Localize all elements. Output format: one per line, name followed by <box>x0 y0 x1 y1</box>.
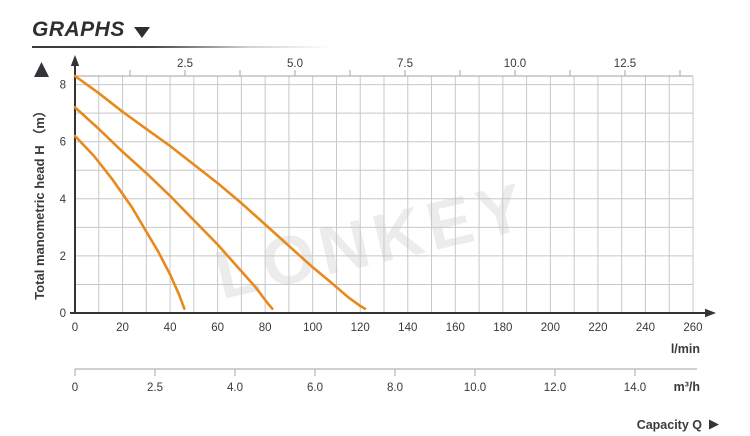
y-tick-label: 0 <box>60 308 66 320</box>
lmin-tick-label: 20 <box>116 322 129 334</box>
lmin-tick-label: 0 <box>72 322 78 334</box>
page-title: GRAPHS <box>32 18 125 41</box>
m3h-tick-label: 8.0 <box>387 382 403 394</box>
m3h-unit-label: m³/h <box>674 380 700 394</box>
y-axis-title: Total manometric head H （m） <box>32 104 47 300</box>
pump-curve-large <box>73 74 367 311</box>
capacity-arrow-icon <box>709 419 719 430</box>
lmin-tick-label: 260 <box>683 322 702 334</box>
grid <box>75 76 694 313</box>
lmin-tick-label: 140 <box>398 322 417 334</box>
lmin-tick-label: 160 <box>446 322 465 334</box>
lmin-tick-label: 120 <box>351 322 370 334</box>
watermark-text: LONKEY <box>208 168 536 314</box>
top-scale-tick-label: 12.5 <box>614 58 636 70</box>
lmin-unit-label: l/min <box>671 342 700 356</box>
y-tick-label: 6 <box>60 137 66 149</box>
top-scale-tick-label: 10.0 <box>504 58 526 70</box>
lmin-tick-label: 180 <box>493 322 512 334</box>
graphs-header: GRAPHS <box>32 18 362 48</box>
header-underline <box>32 46 332 48</box>
lmin-tick-label: 220 <box>588 322 607 334</box>
pump-curve-medium <box>73 106 274 311</box>
m3h-tick-label: 4.0 <box>227 382 243 394</box>
top-scale-tick-label: 7.5 <box>397 58 413 70</box>
lmin-tick-label: 40 <box>164 322 177 334</box>
pump-curve-small <box>73 134 186 311</box>
lmin-tick-label: 80 <box>259 322 272 334</box>
m3h-tick-label: 14.0 <box>624 382 646 394</box>
pump-curves <box>73 74 367 311</box>
y-axis-labels: 8 6 4 2 0 <box>60 80 67 320</box>
m3h-tick-label: 12.0 <box>544 382 566 394</box>
lmin-tick-label: 240 <box>636 322 655 334</box>
y-tick-label: 2 <box>60 251 66 263</box>
m3h-tick-label: 2.5 <box>147 382 163 394</box>
capacity-caption: Capacity Q <box>637 418 703 432</box>
lmin-tick-label: 100 <box>303 322 322 334</box>
y-tick-label: 4 <box>60 194 67 206</box>
top-scale-tick-label: 2.5 <box>177 58 193 70</box>
lmin-axis-labels: 0 20 40 60 80 100 120 140 160 180 200 220 240 260 <box>72 322 703 334</box>
lmin-tick-label: 60 <box>211 322 224 334</box>
y-tick-label: 8 <box>60 80 66 92</box>
y-axis-arrow-icon <box>70 55 80 66</box>
m3h-tick-label: 10.0 <box>464 382 486 394</box>
lmin-tick-label: 200 <box>541 322 560 334</box>
dropdown-icon[interactable] <box>133 26 150 38</box>
x-axis-arrow-icon <box>705 308 716 318</box>
m3h-tick-label: 6.0 <box>307 382 323 394</box>
top-scale-tick-label: 5.0 <box>287 58 303 70</box>
top-scale-axis: 2.5 5.0 7.5 10.0 12.5 <box>75 58 693 77</box>
m3h-axis: 0 2.5 4.0 6.0 8.0 10.0 12.0 14.0 m³/h <box>72 368 700 394</box>
m3h-tick-label: 0 <box>72 382 78 394</box>
head-axis-marker-icon <box>34 62 49 77</box>
axes <box>70 55 716 318</box>
